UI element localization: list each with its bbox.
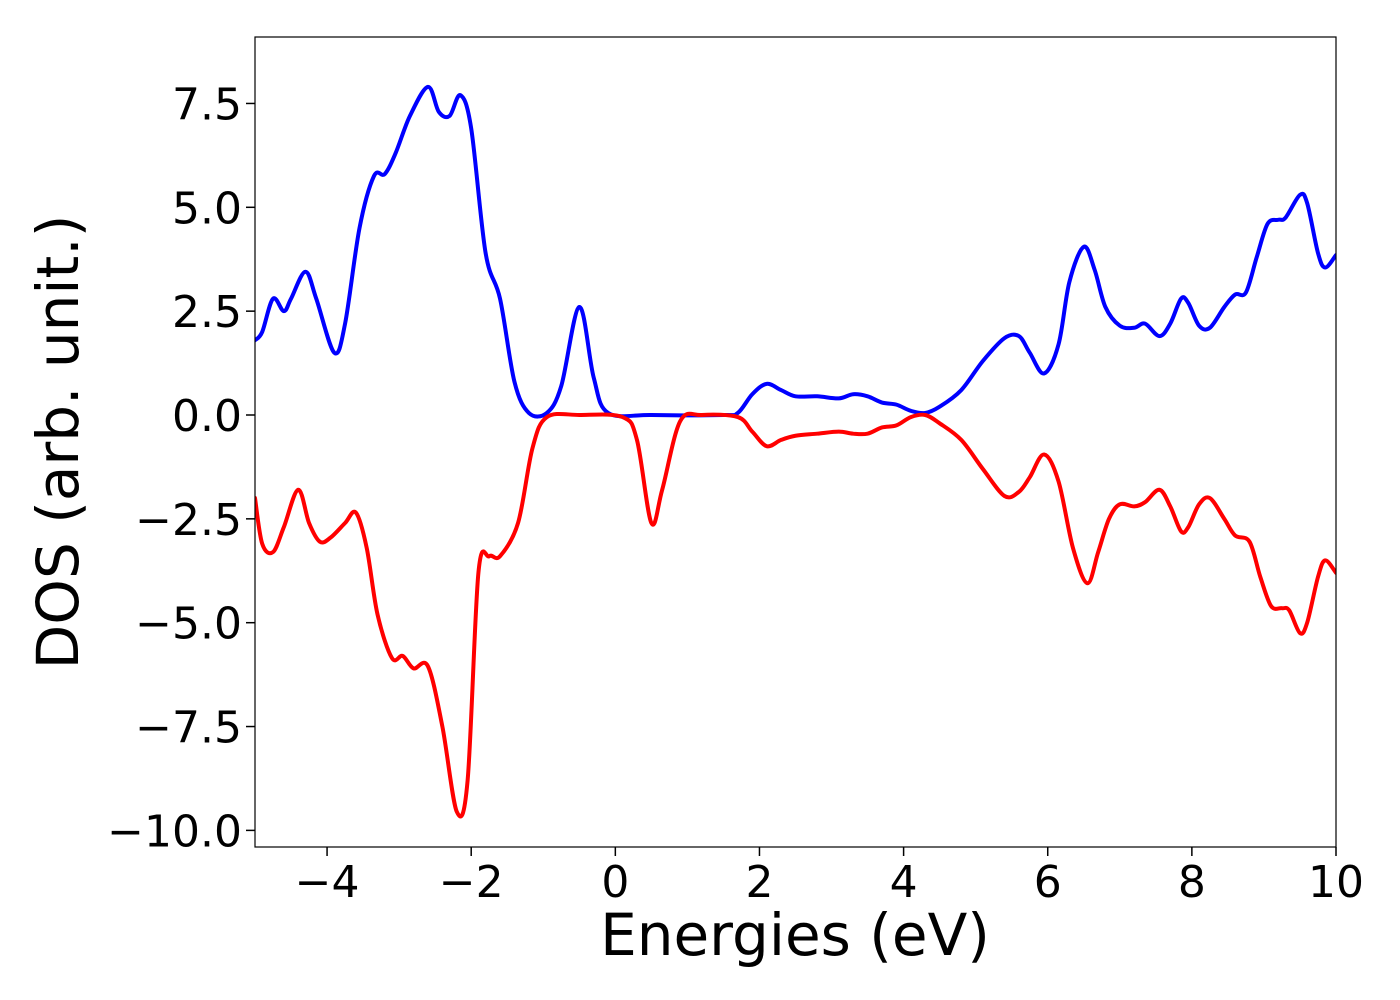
x-tick-label: 4 <box>890 857 918 908</box>
y-tick-label: 5.0 <box>172 183 242 234</box>
x-tick-label: −2 <box>439 857 504 908</box>
y-tick-label: −2.5 <box>135 495 242 546</box>
y-tick-label: 2.5 <box>172 287 242 338</box>
y-axis-title: DOS (arb. unit.) <box>24 215 92 670</box>
x-tick-label: 10 <box>1308 857 1364 908</box>
y-tick-label: 7.5 <box>172 79 242 130</box>
series-line-blue <box>255 84 1336 419</box>
x-tick-label: −4 <box>295 857 360 908</box>
series-layer <box>255 84 1336 819</box>
x-tick-label: 2 <box>745 857 773 908</box>
y-tick-label: −10.0 <box>107 806 242 857</box>
x-tick-label: 8 <box>1178 857 1206 908</box>
y-tick-label: 0.0 <box>172 391 242 442</box>
y-axis-ticks: 7.5 5.0 2.5 0.0 −2.5 −5.0 −7.5 −10.0 <box>107 79 255 857</box>
x-axis-ticks: −4 −2 0 2 4 6 8 10 <box>295 847 1364 908</box>
x-tick-label: 6 <box>1034 857 1062 908</box>
x-axis-title: Energies (eV) <box>600 901 990 969</box>
y-tick-label: −7.5 <box>135 703 242 754</box>
y-tick-label: −5.0 <box>135 599 242 650</box>
series-line-red <box>255 411 1336 819</box>
plot-frame <box>254 36 1337 848</box>
x-tick-label: 0 <box>601 857 629 908</box>
